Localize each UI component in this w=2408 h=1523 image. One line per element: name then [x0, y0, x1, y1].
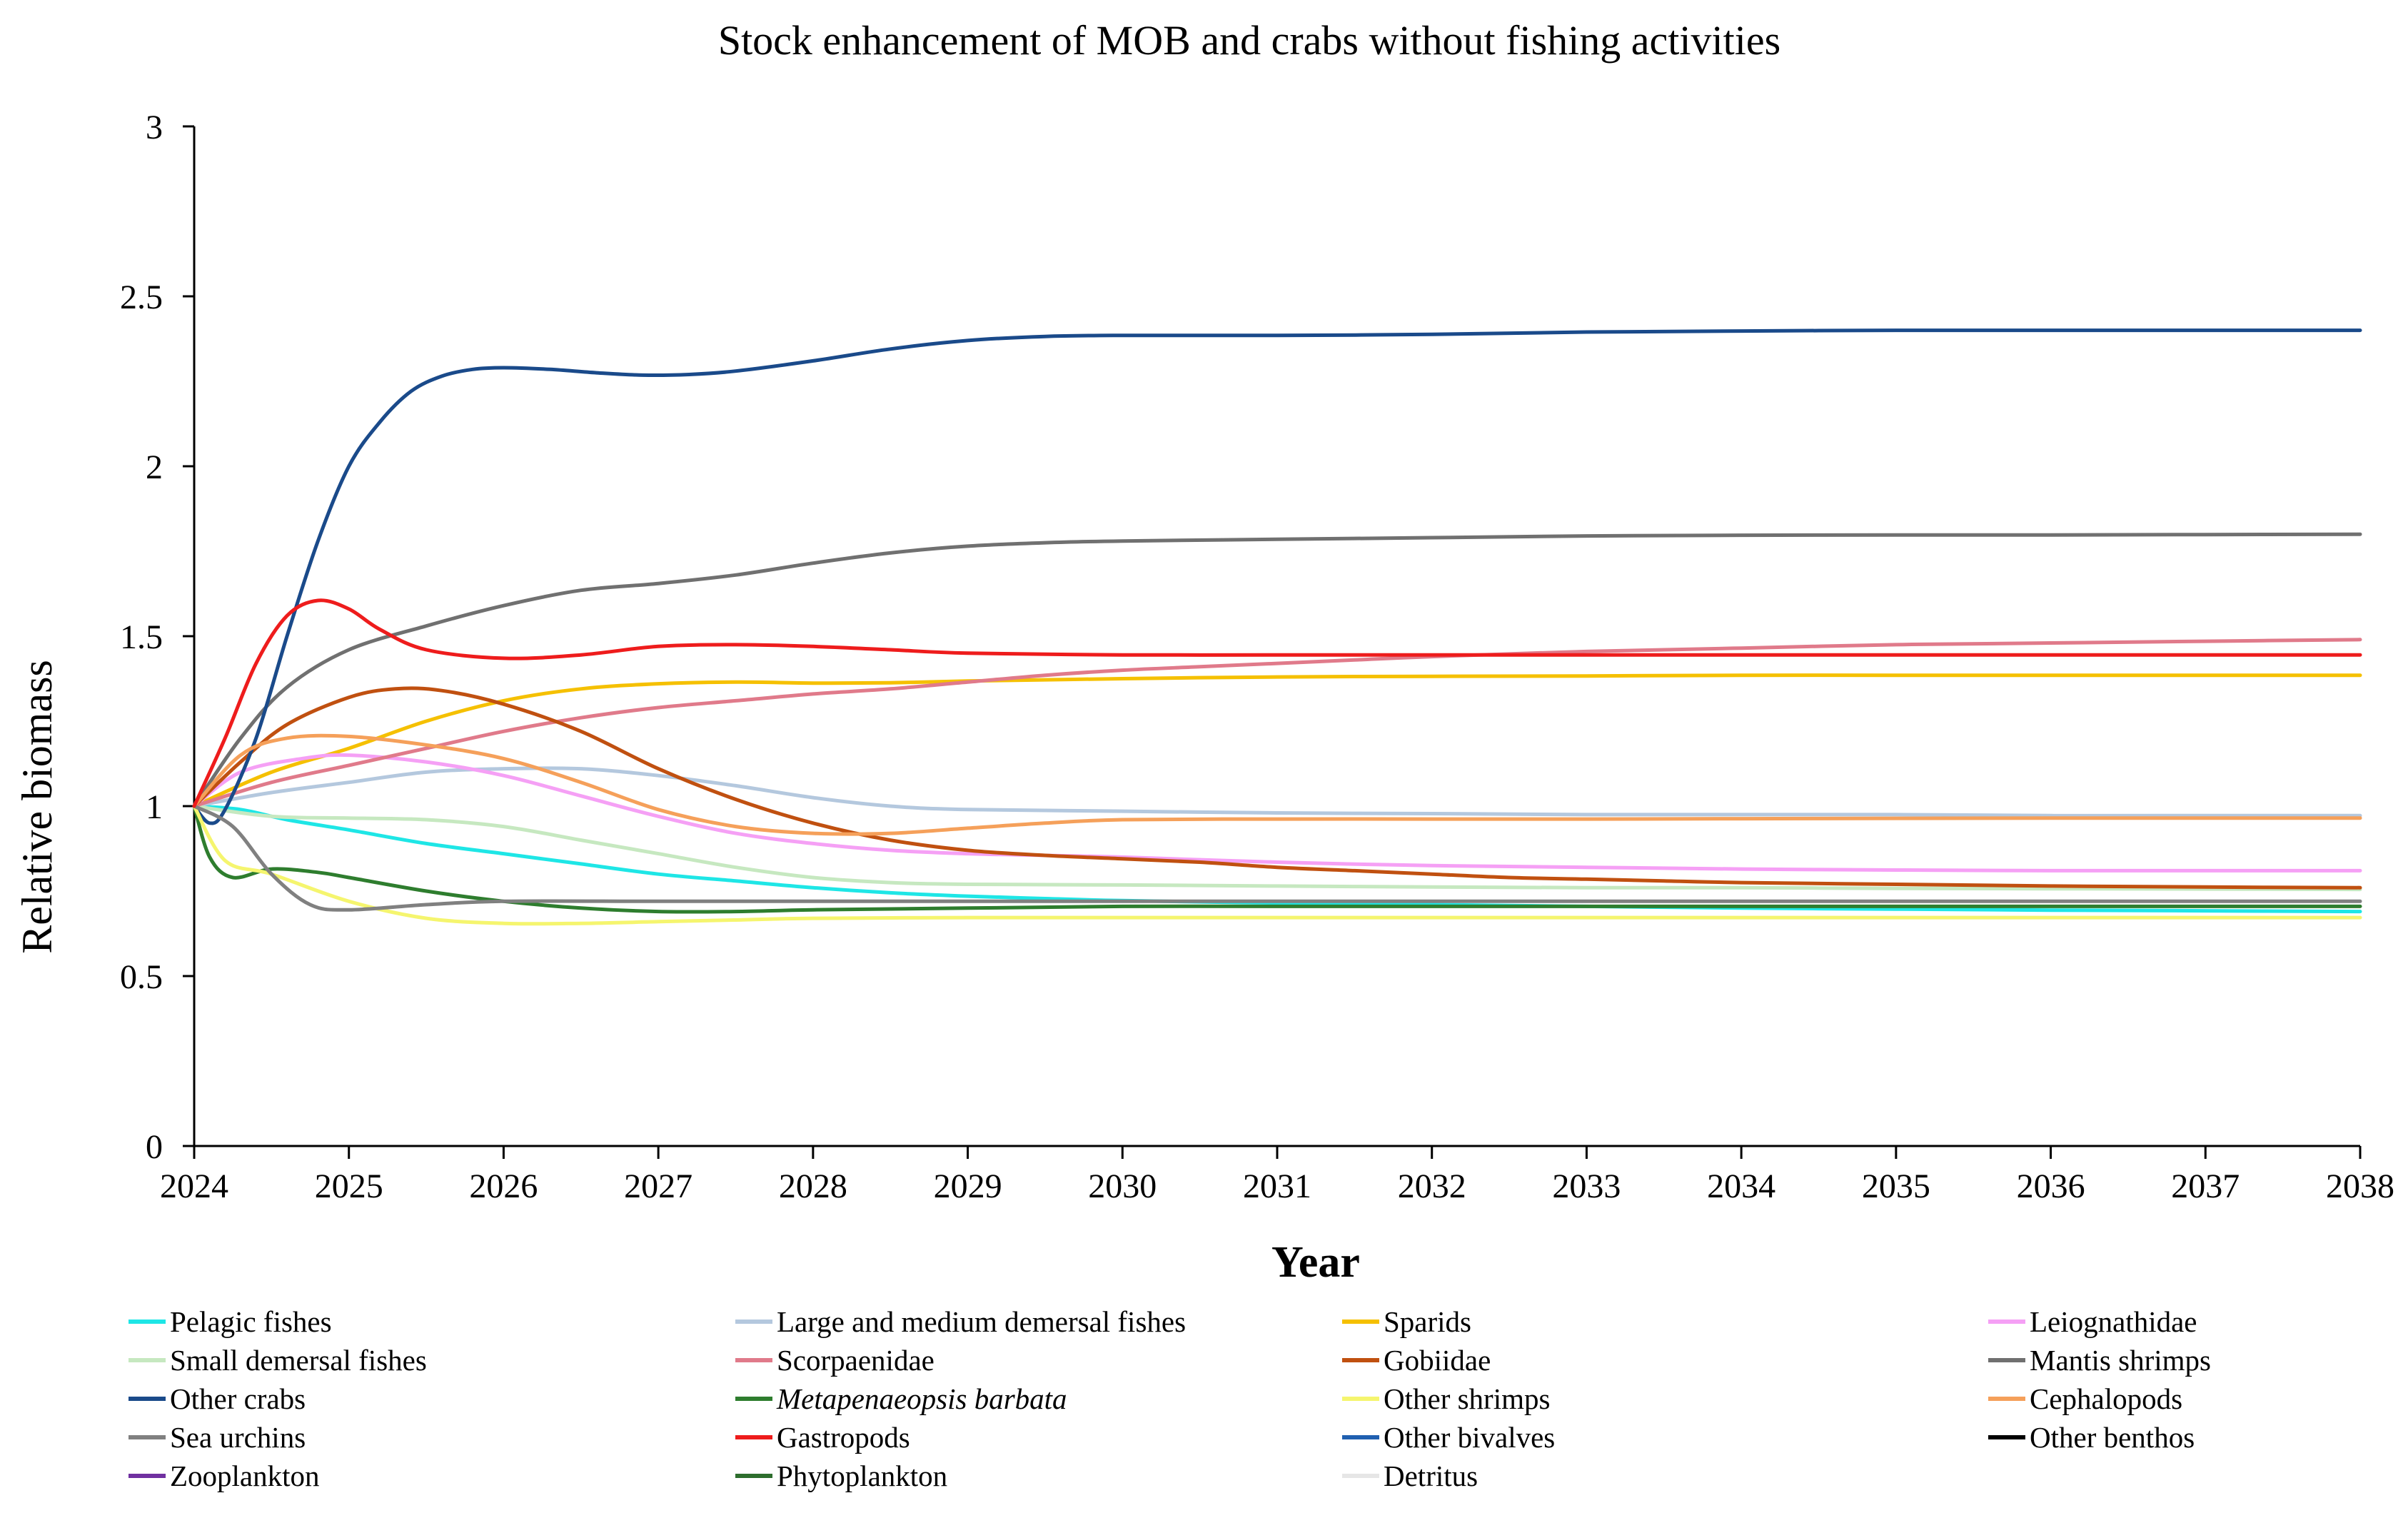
chart-title: Stock enhancement of MOB and crabs witho…	[718, 17, 1780, 64]
x-tick-label: 2038	[2326, 1167, 2394, 1205]
legend-item: Detritus	[1342, 1457, 1478, 1494]
legend-label: Sea urchins	[170, 1420, 306, 1454]
legend-item: Small demersal fishes	[129, 1342, 427, 1379]
axes-layer: 0 0.5 1 1.5 2 2.5 3 2024 2025 2026 2027 2028 2029 203…	[120, 109, 2394, 1205]
y-tick-label: 0	[146, 1128, 163, 1166]
legend-item: Gastropods	[735, 1419, 910, 1456]
x-tick-label: 2027	[624, 1167, 692, 1205]
series-line-pelagic-fishes	[192, 804, 2362, 914]
x-tick-label: 2026	[469, 1167, 538, 1205]
legend-label: Mantis shrimps	[2030, 1343, 2211, 1377]
legend-label: Phytoplankton	[777, 1459, 948, 1492]
legend-item: Scorpaenidae	[735, 1342, 935, 1379]
x-tick-label: 2029	[934, 1167, 1002, 1205]
series-layer	[192, 328, 2362, 926]
legend-swatch	[1342, 1435, 1379, 1439]
x-tick-label: 2035	[1862, 1167, 1930, 1205]
series-line-other-shrimps	[192, 804, 2362, 926]
x-tick-label: 2030	[1088, 1167, 1157, 1205]
legend-swatch	[1988, 1435, 2025, 1439]
y-tick-label: 3	[146, 109, 163, 146]
y-tick-label: 0.5	[120, 958, 163, 996]
legend-item: Sparids	[1342, 1303, 1471, 1340]
legend-label: Scorpaenidae	[777, 1343, 935, 1377]
legend-swatch	[1988, 1358, 2025, 1362]
series-line-mantis-shrimps	[192, 532, 2362, 808]
series-line-small-demersal-fishes	[192, 804, 2362, 892]
legend: Pelagic fishes Large and medium demersal …	[129, 1303, 2377, 1517]
series-line-gastropods	[192, 598, 2362, 808]
legend-swatch	[735, 1358, 772, 1362]
legend-item: Other benthos	[1988, 1419, 2195, 1456]
x-tick-label: 2036	[2017, 1167, 2085, 1205]
y-tick-label: 1	[146, 788, 163, 826]
legend-item: Gobiidae	[1342, 1342, 1491, 1379]
y-tick-label: 2.5	[120, 278, 163, 316]
legend-item: Pelagic fishes	[129, 1303, 332, 1340]
y-tick-label: 2	[146, 448, 163, 486]
legend-item: Cephalopods	[1988, 1380, 2182, 1417]
x-tick-label: 2031	[1243, 1167, 1311, 1205]
legend-label: Metapenaeopsis barbata	[777, 1382, 1067, 1415]
legend-item: Mantis shrimps	[1988, 1342, 2211, 1379]
legend-swatch	[1342, 1320, 1379, 1324]
legend-label: Other benthos	[2030, 1420, 2195, 1454]
series-line-metapenaeopsis-barbata	[192, 804, 2362, 914]
x-tick-label: 2033	[1552, 1167, 1621, 1205]
legend-label: Large and medium demersal fishes	[777, 1305, 1187, 1338]
legend-label: Small demersal fishes	[170, 1343, 427, 1377]
x-tick-label: 2032	[1398, 1167, 1466, 1205]
legend-item: Other bivalves	[1342, 1419, 1555, 1456]
legend-swatch	[129, 1320, 166, 1324]
legend-item: Large and medium demersal fishes	[735, 1303, 1186, 1340]
legend-label: Zooplankton	[170, 1459, 320, 1492]
legend-swatch	[1342, 1474, 1379, 1478]
legend-item: Metapenaeopsis barbata	[735, 1380, 1067, 1417]
x-tick-label: 2028	[779, 1167, 847, 1205]
legend-item: Zooplankton	[129, 1457, 320, 1494]
legend-swatch	[129, 1435, 166, 1439]
series-line-sparids	[192, 673, 2362, 808]
legend-item: Other shrimps	[1342, 1380, 1550, 1417]
legend-label: Detritus	[1384, 1459, 1478, 1492]
legend-item: Sea urchins	[129, 1419, 306, 1456]
series-line-other-crabs	[192, 328, 2362, 825]
legend-swatch	[129, 1397, 166, 1401]
legend-swatch	[1342, 1397, 1379, 1401]
series-line-scorpaenidae	[192, 638, 2362, 808]
legend-item: Other crabs	[129, 1380, 306, 1417]
series-line-gobiidae	[192, 686, 2362, 890]
legend-label: Gobiidae	[1384, 1343, 1491, 1377]
x-tick-label: 2037	[2171, 1167, 2240, 1205]
legend-label: Other crabs	[170, 1382, 306, 1415]
legend-swatch	[1988, 1397, 2025, 1401]
y-axis-label: Relative biomass	[14, 660, 61, 954]
series-line-cephalopods	[192, 733, 2362, 836]
x-axis-label: Year	[1271, 1238, 1360, 1287]
legend-swatch	[1342, 1358, 1379, 1362]
series-line-sea-urchins	[192, 804, 2362, 912]
legend-swatch	[129, 1474, 166, 1478]
legend-swatch	[1988, 1320, 2025, 1324]
legend-label: Pelagic fishes	[170, 1305, 332, 1338]
legend-item: Leiognathidae	[1988, 1303, 2197, 1340]
legend-label: Other shrimps	[1384, 1382, 1551, 1415]
legend-label: Leiognathidae	[2030, 1305, 2197, 1338]
x-tick-label: 2034	[1707, 1167, 1775, 1205]
legend-item: Phytoplankton	[735, 1457, 947, 1494]
legend-label: Cephalopods	[2030, 1382, 2183, 1415]
legend-label: Sparids	[1384, 1305, 1471, 1338]
legend-label: Gastropods	[777, 1420, 910, 1454]
legend-swatch	[735, 1435, 772, 1439]
legend-swatch	[129, 1358, 166, 1362]
y-tick-label: 1.5	[120, 618, 163, 656]
legend-label: Other bivalves	[1384, 1420, 1556, 1454]
legend-swatch	[735, 1397, 772, 1401]
x-tick-label: 2025	[315, 1167, 383, 1205]
line-chart: Stock enhancement of MOB and crabs witho…	[14, 17, 2394, 1287]
series-line-large-and-medium-demersal-fishes	[192, 766, 2362, 818]
legend-swatch	[735, 1474, 772, 1478]
x-tick-label: 2024	[160, 1167, 228, 1205]
legend-swatch	[735, 1320, 772, 1324]
